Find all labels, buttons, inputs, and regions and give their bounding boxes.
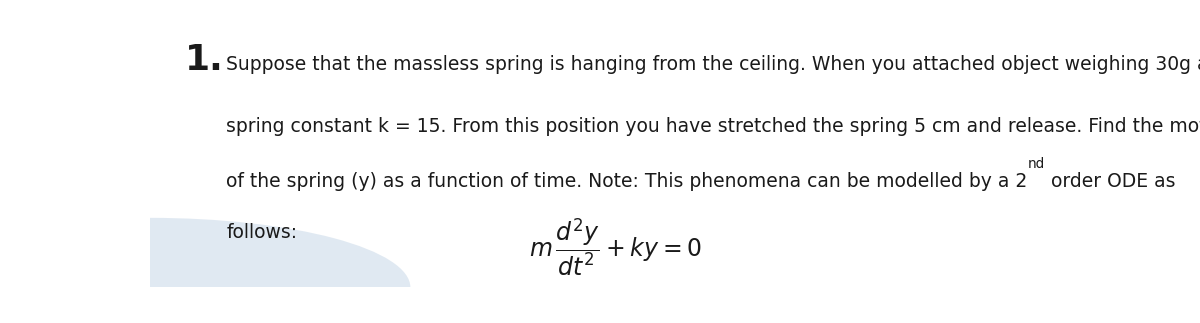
Text: order ODE as: order ODE as <box>1045 172 1175 191</box>
Text: of the spring (y) as a function of time. Note: This phenomena can be modelled by: of the spring (y) as a function of time.… <box>227 172 1027 191</box>
Text: follows:: follows: <box>227 223 298 242</box>
Text: Suppose that the massless spring is hanging from the ceiling. When you attached : Suppose that the massless spring is hang… <box>227 55 1200 74</box>
Text: spring constant k = 15. From this position you have stretched the spring 5 cm an: spring constant k = 15. From this positi… <box>227 117 1200 136</box>
Text: $m\,\dfrac{d^{2}y}{dt^{2}} + ky = 0$: $m\,\dfrac{d^{2}y}{dt^{2}} + ky = 0$ <box>528 215 702 277</box>
Text: 1.: 1. <box>185 43 224 77</box>
Text: nd: nd <box>1027 157 1045 171</box>
Wedge shape <box>150 218 410 287</box>
